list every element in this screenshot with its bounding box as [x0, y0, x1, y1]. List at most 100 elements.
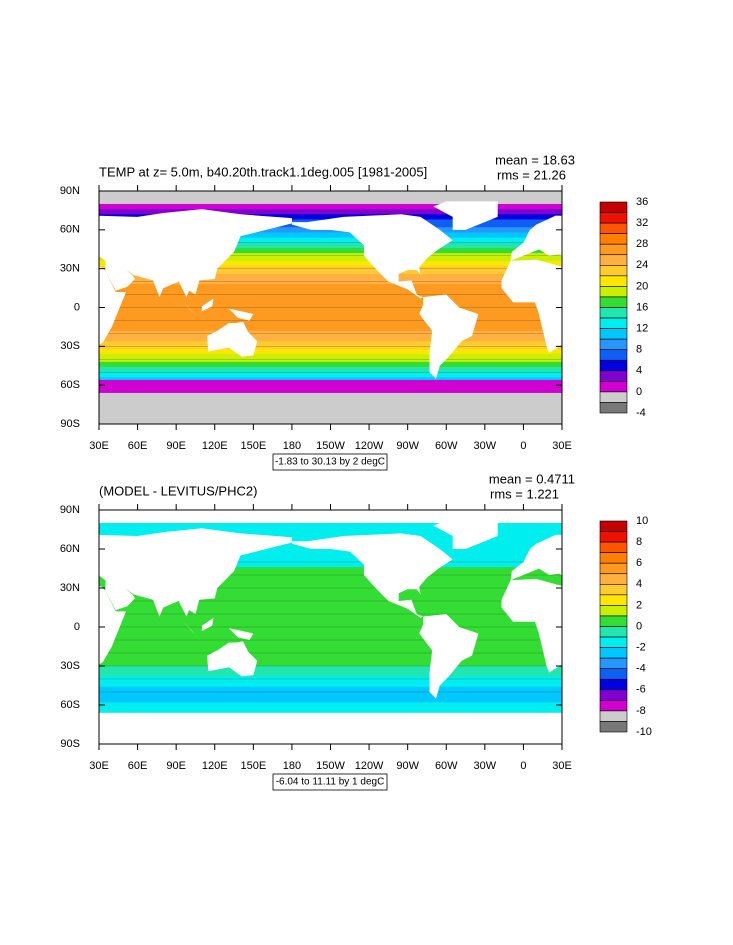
- colorbar-box: [599, 520, 628, 532]
- field-band: [99, 567, 562, 571]
- field-band: [99, 364, 562, 368]
- field-band: [99, 250, 562, 254]
- field-band: [99, 302, 562, 306]
- field-band: [99, 229, 562, 233]
- lon-label: 150E: [240, 440, 266, 452]
- field-band: [99, 653, 562, 657]
- field-band: [99, 351, 562, 355]
- colorbar-box: [599, 710, 628, 722]
- field-band: [99, 549, 562, 553]
- field-band: [99, 260, 562, 264]
- colorbar-label: 12: [636, 323, 648, 335]
- colorbar-box: [599, 700, 628, 712]
- field-band: [99, 294, 562, 298]
- field-band: [99, 203, 562, 208]
- field-band: [99, 629, 562, 633]
- field-band: [99, 702, 562, 706]
- land: [433, 201, 498, 230]
- field-band: [99, 242, 562, 246]
- field-band: [99, 297, 562, 301]
- field-band: [99, 660, 562, 664]
- colorbar-label: 8: [636, 536, 642, 548]
- field-band: [99, 385, 562, 389]
- colorbar-box: [599, 562, 628, 575]
- field-band: [99, 525, 562, 529]
- colorbar-box: [599, 201, 628, 213]
- lon-label: 60W: [435, 440, 458, 452]
- field-band: [99, 562, 562, 566]
- colorbar-box: [599, 689, 628, 701]
- lon-label: 150E: [240, 760, 266, 772]
- lon-label: 90E: [166, 440, 186, 452]
- field-band: [99, 237, 562, 241]
- field-band: [99, 580, 562, 584]
- colorbar-label: 32: [636, 217, 648, 229]
- colorbar-box: [599, 317, 628, 329]
- land: [207, 321, 258, 357]
- colorbar-box: [599, 349, 628, 361]
- land: [510, 215, 562, 261]
- land: [419, 614, 479, 699]
- field-band: [99, 588, 562, 592]
- colorbar-box: [599, 647, 628, 659]
- land: [201, 298, 214, 312]
- lon-label: 180: [283, 440, 301, 452]
- lon-label: 30E: [552, 760, 572, 772]
- field-band: [99, 645, 562, 649]
- lat-label: 30S: [60, 660, 80, 672]
- lon-label: 30E: [89, 440, 109, 452]
- field-band: [99, 369, 562, 373]
- colorbar-label: 0: [636, 620, 642, 632]
- colorbar-box: [599, 254, 628, 266]
- colorbar-label: -2: [636, 642, 646, 654]
- field-band: [99, 697, 562, 701]
- field-band: [99, 304, 562, 308]
- map-panel: 90N 60N 30N 0 30S 60S 90S 30E 60E 90E 120E 150E 180 1…: [0, 152, 648, 471]
- field-band: [99, 346, 562, 350]
- field-band: [99, 624, 562, 628]
- land: [182, 620, 196, 635]
- field-band: [99, 279, 562, 283]
- field-band: [99, 559, 562, 563]
- lon-label: 30E: [89, 760, 109, 772]
- colorbar-label: 10: [636, 515, 648, 527]
- field-band: [99, 679, 562, 683]
- colorbar-box: [599, 275, 628, 287]
- lat-label: 90N: [60, 185, 80, 197]
- field-band: [99, 299, 562, 303]
- colorbar-box: [599, 594, 628, 606]
- colorbar-box: [599, 359, 628, 372]
- info-box: [272, 773, 388, 791]
- field-band: [99, 289, 562, 293]
- field-band: [99, 603, 562, 607]
- land: [0, 201, 35, 229]
- lat-label: 90S: [60, 418, 80, 430]
- field-band: [99, 606, 562, 610]
- colorbar-box: [599, 381, 628, 393]
- field-band: [99, 694, 562, 698]
- land: [0, 295, 15, 379]
- field-band: [99, 634, 562, 638]
- land: [291, 214, 453, 299]
- colorbar-box: [599, 370, 628, 382]
- field-band: [99, 536, 562, 540]
- colorbar-box: [599, 391, 628, 403]
- field-band: [99, 621, 562, 625]
- field-band: [99, 650, 562, 654]
- land: [228, 628, 254, 640]
- field-band: [99, 627, 562, 631]
- field-band: [99, 333, 562, 337]
- field-band: [99, 377, 562, 381]
- land: [510, 534, 562, 581]
- rms-stat: rms = 1.221: [490, 486, 559, 501]
- field-band: [99, 686, 562, 690]
- field-band: [99, 235, 562, 239]
- field-band: [99, 382, 562, 386]
- land: [0, 614, 15, 699]
- field-band: [99, 348, 562, 353]
- field-band: [99, 551, 562, 555]
- land: [201, 617, 214, 631]
- colorbar-box: [599, 657, 628, 670]
- lon-label: 90W: [396, 760, 419, 772]
